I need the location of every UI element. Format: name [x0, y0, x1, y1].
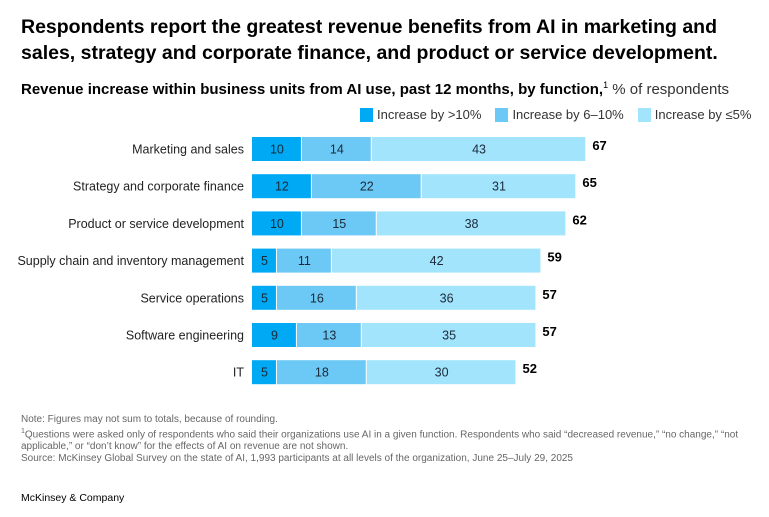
data-label: 36 — [440, 291, 454, 305]
chart-subtitle: Revenue increase within business units f… — [21, 80, 729, 98]
data-label: 5 — [261, 254, 268, 268]
subtitle-unit: % of respondents — [612, 81, 730, 98]
bar-segment — [252, 174, 311, 199]
bar-segment — [421, 174, 576, 199]
legend-label: Increase by 6–10% — [512, 107, 624, 122]
footnote-number: 1 — [21, 428, 25, 435]
data-label: 9 — [271, 329, 278, 343]
legend-item-6-10: Increase by 6–10% — [495, 107, 624, 122]
bar-segment — [296, 323, 361, 347]
data-label: 43 — [472, 143, 486, 157]
legend-swatch — [360, 107, 373, 122]
footnote-marker: 1 — [603, 80, 609, 90]
data-label: 10 — [270, 217, 284, 231]
total-label: 57 — [542, 287, 556, 302]
data-label: 12 — [275, 180, 289, 194]
subtitle-text: Revenue increase within business units f… — [21, 81, 604, 98]
bar-segment — [376, 211, 566, 236]
bar-segment — [252, 323, 296, 347]
notes: Note: Figures may not sum to totals, bec… — [21, 414, 761, 465]
footnote-text: Questions were asked only of respondents… — [21, 429, 739, 453]
bar-segment — [361, 323, 536, 347]
note-rounding: Note: Figures may not sum to totals, bec… — [21, 414, 278, 425]
category-label: Marketing and sales — [132, 143, 244, 157]
bar-plot: Marketing and sales 10 14 43 67 Strategy and … — [17, 137, 607, 385]
data-label: 15 — [332, 217, 346, 231]
legend-label: Increase by >10% — [377, 107, 482, 122]
data-label: 31 — [492, 180, 506, 194]
footnote: 1Questions were asked only of respondent… — [21, 426, 761, 453]
bar-segment — [276, 285, 356, 310]
bar-segment — [356, 285, 536, 310]
legend-swatch — [495, 107, 509, 122]
data-label: 5 — [261, 291, 268, 305]
chart-title: Respondents report the greatest revenue … — [21, 16, 718, 64]
data-label: 13 — [322, 329, 336, 343]
category-label: Software engineering — [126, 329, 244, 343]
bar-segment — [252, 211, 301, 236]
total-label: 57 — [542, 324, 556, 339]
bar-segment — [366, 360, 516, 385]
legend-item-gt10: Increase by >10% — [360, 107, 481, 122]
category-label: Product or service development — [68, 217, 244, 231]
source: Source: McKinsey Global Survey on the st… — [21, 453, 573, 465]
data-label: 42 — [430, 254, 444, 268]
bar-segment — [371, 137, 586, 161]
bar-segment — [276, 248, 331, 273]
category-label: Service operations — [140, 291, 244, 305]
total-label: 52 — [522, 361, 536, 376]
data-label: 22 — [360, 180, 374, 194]
legend-swatch — [637, 107, 651, 122]
data-label: 18 — [315, 366, 329, 380]
category-label: Supply chain and inventory management — [17, 254, 244, 268]
bar-segment — [276, 360, 366, 385]
data-label: 10 — [270, 143, 284, 157]
data-label: 11 — [298, 254, 311, 268]
category-label: IT — [233, 366, 244, 380]
data-label: 38 — [465, 217, 479, 231]
bar-segment — [301, 137, 371, 161]
legend-label: Increase by ≤5% — [654, 107, 752, 122]
legend-item-le5: Increase by ≤5% — [637, 107, 752, 122]
data-label: 16 — [310, 291, 324, 305]
bar-segment — [252, 248, 276, 273]
bar-segment — [252, 360, 276, 385]
total-label: 67 — [592, 138, 606, 153]
bar-segment — [301, 211, 376, 236]
bar-segment — [252, 285, 276, 310]
total-label: 65 — [582, 175, 596, 190]
data-label: 14 — [330, 143, 344, 157]
bar-segment — [311, 174, 421, 199]
legend: Increase by >10% Increase by 6–10% Incre… — [360, 107, 751, 122]
data-label: 30 — [435, 366, 449, 380]
total-label: 59 — [547, 250, 561, 265]
data-label: 35 — [442, 329, 456, 343]
bar-segment — [252, 137, 301, 161]
bar-segment — [331, 248, 541, 273]
total-label: 62 — [572, 212, 586, 227]
data-label: 5 — [261, 366, 268, 380]
brand-logo: McKinsey & Company — [21, 492, 125, 504]
category-label: Strategy and corporate finance — [73, 180, 244, 194]
